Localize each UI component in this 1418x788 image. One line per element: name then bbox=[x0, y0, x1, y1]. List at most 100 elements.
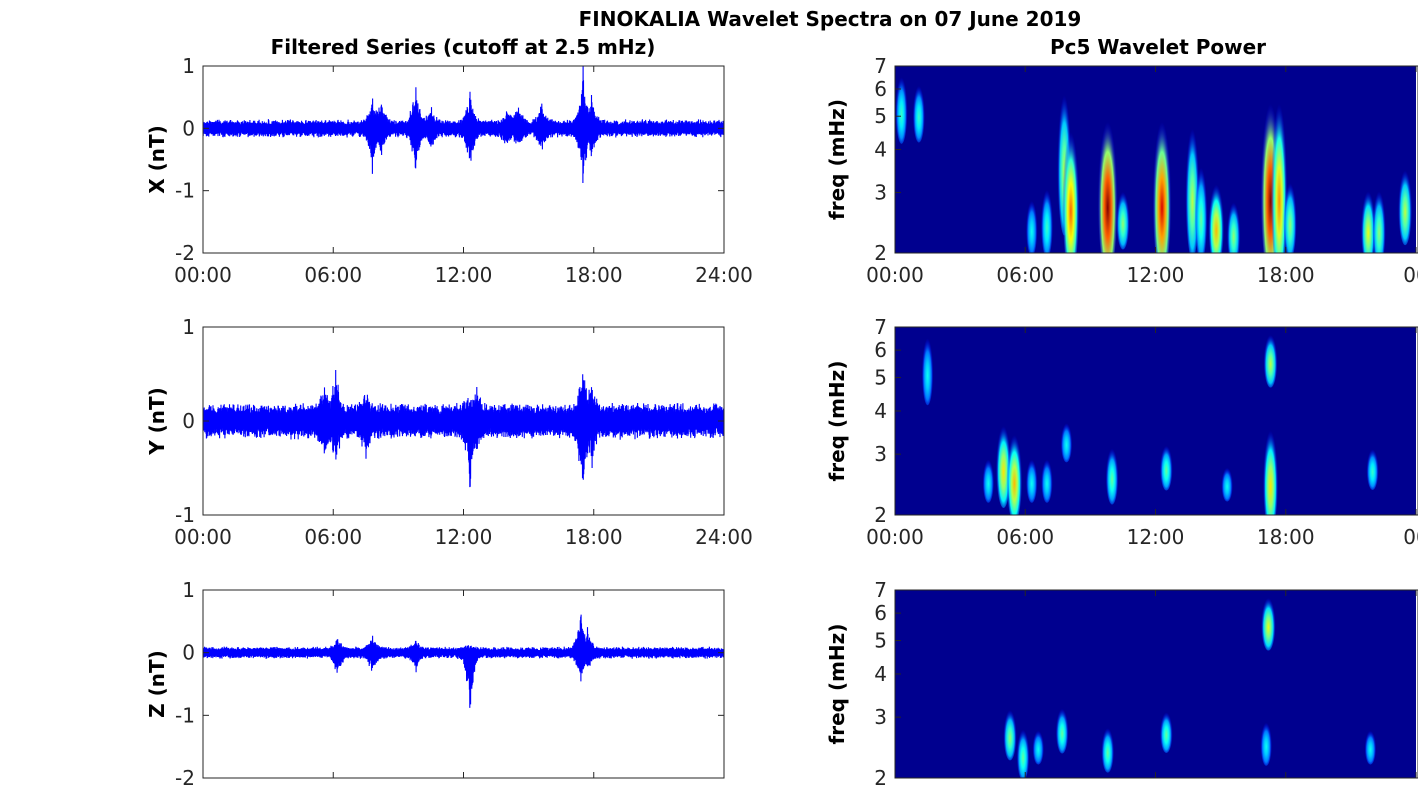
y-tick-label: 5 bbox=[874, 104, 887, 128]
wavelet-power-panel-3: 2 3 4 5 67 freq (mHz) bbox=[825, 578, 1418, 788]
wavelet-power-blob bbox=[1097, 104, 1118, 253]
y-tick-label: -1 bbox=[175, 703, 195, 727]
y-tick-label: 0 bbox=[182, 116, 195, 140]
wavelet-power-blob bbox=[1260, 717, 1273, 766]
wavelet-power-panel-2: 2 3 4 5 67 00:00 06:00 12:00 18:00 00 freq (mHz) bbox=[825, 315, 1418, 549]
x-tick-label: 00:00 bbox=[866, 263, 924, 287]
wavelet-power-blob bbox=[1032, 727, 1045, 765]
wavelet-power-blob bbox=[921, 330, 934, 406]
x-tick-label: 06:00 bbox=[996, 525, 1054, 549]
wavelet-power-blob bbox=[1366, 444, 1379, 490]
series-line bbox=[203, 614, 724, 708]
timeseries-panel-x: -2 -1 0 1 00:00 06:00 12:00 18:00 24:00 X (nT) bbox=[145, 54, 753, 287]
y-tick-label: 5 bbox=[874, 628, 887, 652]
y-tick-label: -2 bbox=[175, 241, 195, 265]
x-tick-label: 06:00 bbox=[996, 263, 1054, 287]
y-tick-label: 3 bbox=[874, 705, 887, 729]
wavelet-power-blob bbox=[1105, 442, 1119, 505]
heatmap-frame bbox=[894, 589, 1418, 779]
wavelet-power-blob bbox=[1152, 104, 1172, 253]
wavelet-power-blob bbox=[982, 454, 995, 503]
timeseries-panel-z: -2 -1 0 1 Z (nT) bbox=[145, 578, 725, 788]
wavelet-power-blob bbox=[1116, 185, 1130, 250]
heatmap-background bbox=[895, 590, 1416, 778]
x-tick-label: 18:00 bbox=[1257, 525, 1315, 549]
wavelet-power-blob bbox=[1101, 723, 1115, 773]
y-tick-label: 4 bbox=[874, 138, 887, 162]
wavelet-power-blob bbox=[1364, 727, 1377, 765]
wavelet-power-blob bbox=[1016, 724, 1030, 778]
x-tick-label: 00:00 bbox=[866, 525, 924, 549]
x-tick-label: 00 bbox=[1403, 263, 1418, 287]
wavelet-power-blob bbox=[1208, 175, 1225, 253]
wavelet-power-blob bbox=[1041, 454, 1053, 503]
heatmap-frame bbox=[894, 65, 1418, 254]
wavelet-power-blob bbox=[1040, 182, 1054, 253]
y-tick-label: -1 bbox=[175, 179, 195, 203]
wavelet-power-blob bbox=[1025, 454, 1038, 503]
x-tick-label: 18:00 bbox=[565, 263, 623, 287]
series-line bbox=[203, 66, 724, 184]
x-tick-label: 00:00 bbox=[174, 263, 232, 287]
y-tick-label: 2 bbox=[874, 766, 887, 788]
wavelet-power-blob bbox=[1025, 194, 1038, 253]
x-tick-label: 24:00 bbox=[695, 263, 753, 287]
y-tick-label: 1 bbox=[182, 315, 195, 339]
wavelet-power-blob bbox=[1006, 425, 1023, 515]
y-axis-label: Y (nT) bbox=[145, 387, 169, 456]
x-tick-label: 18:00 bbox=[565, 525, 623, 549]
wavelet-power-blob bbox=[1159, 440, 1173, 491]
wavelet-power-blob bbox=[1283, 174, 1297, 253]
x-tick-label: 12:00 bbox=[435, 263, 493, 287]
wavelet-power-blob bbox=[1372, 183, 1386, 253]
heatmap-frame bbox=[894, 326, 1418, 516]
wavelet-power-blob bbox=[1221, 464, 1233, 502]
x-tick-label: 06:00 bbox=[304, 525, 362, 549]
wavelet-power-blob bbox=[1262, 419, 1279, 515]
timeseries-panel-y: -1 0 1 00:00 06:00 12:00 18:00 24:00 Y (nT) bbox=[145, 315, 753, 549]
y-axis-label: Z (nT) bbox=[145, 650, 169, 718]
y-tick-label: 2 bbox=[874, 241, 887, 265]
y-tick-label: 3 bbox=[874, 442, 887, 466]
wavelet-power-blob bbox=[912, 79, 925, 143]
y-axis-label: freq (mHz) bbox=[825, 624, 849, 745]
wavelet-power-panel-1: 2 3 4 5 67 00:00 06:00 12:00 18:00 00 freq (mHz) bbox=[825, 54, 1418, 287]
y-tick-label: 6 bbox=[874, 338, 887, 362]
y-tick-label: 7 bbox=[874, 578, 887, 602]
y-axis-label: X (nT) bbox=[145, 125, 169, 194]
wavelet-power-blob bbox=[1271, 84, 1288, 253]
left-column-title: Filtered Series (cutoff at 2.5 mHz) bbox=[271, 35, 656, 59]
main-title: FINOKALIA Wavelet Spectra on 07 June 201… bbox=[579, 7, 1082, 31]
y-tick-label: 3 bbox=[874, 180, 887, 204]
y-tick-label: -1 bbox=[175, 503, 195, 527]
wavelet-power-blob bbox=[1159, 707, 1173, 753]
y-axis-label: freq (mHz) bbox=[825, 99, 849, 220]
y-tick-label: 4 bbox=[874, 399, 887, 423]
y-tick-label: -2 bbox=[175, 766, 195, 788]
wavelet-power-blob bbox=[1263, 329, 1278, 388]
timeseries-frame bbox=[202, 65, 725, 254]
x-tick-label: 12:00 bbox=[435, 525, 493, 549]
wavelet-power-blob bbox=[1062, 116, 1080, 253]
wavelet-power-blob bbox=[895, 69, 908, 144]
y-tick-label: 1 bbox=[182, 54, 195, 78]
wavelet-power-blob bbox=[1226, 195, 1241, 253]
y-tick-label: 5 bbox=[874, 365, 887, 389]
wavelet-power-blob bbox=[1360, 183, 1376, 253]
y-tick-label: 0 bbox=[182, 409, 195, 433]
x-tick-label: 12:00 bbox=[1127, 525, 1185, 549]
wavelet-power-blob bbox=[1261, 592, 1276, 651]
heatmap-background bbox=[895, 327, 1416, 515]
series-line bbox=[203, 369, 724, 488]
x-tick-label: 12:00 bbox=[1127, 263, 1185, 287]
right-column-title: Pc5 Wavelet Power bbox=[1050, 35, 1266, 59]
wavelet-power-blob bbox=[1003, 704, 1017, 761]
x-tick-label: 24:00 bbox=[695, 525, 753, 549]
y-tick-label: 1 bbox=[182, 578, 195, 602]
wavelet-power-blob bbox=[1055, 703, 1069, 754]
wavelet-power-blob bbox=[1194, 157, 1208, 253]
y-tick-label: 2 bbox=[874, 503, 887, 527]
y-tick-label: 7 bbox=[874, 315, 887, 339]
x-tick-label: 18:00 bbox=[1257, 263, 1315, 287]
